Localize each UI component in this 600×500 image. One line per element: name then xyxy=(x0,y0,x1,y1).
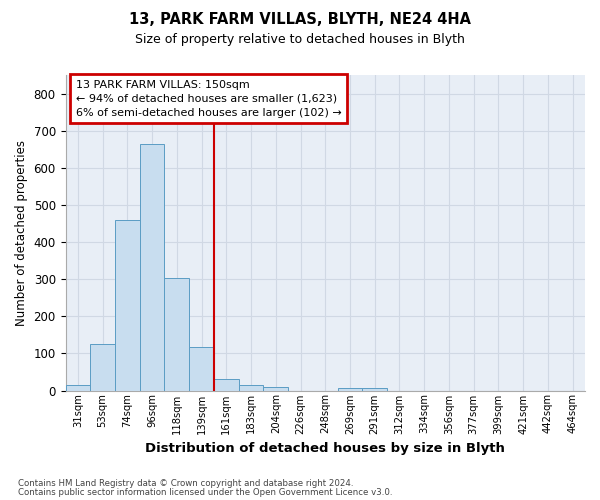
Bar xyxy=(115,220,140,390)
Text: 13, PARK FARM VILLAS, BLYTH, NE24 4HA: 13, PARK FARM VILLAS, BLYTH, NE24 4HA xyxy=(129,12,471,28)
Bar xyxy=(90,344,115,391)
Bar xyxy=(263,387,288,390)
Text: Contains HM Land Registry data © Crown copyright and database right 2024.: Contains HM Land Registry data © Crown c… xyxy=(18,479,353,488)
Bar xyxy=(189,348,214,391)
Bar xyxy=(362,388,387,390)
Text: Size of property relative to detached houses in Blyth: Size of property relative to detached ho… xyxy=(135,32,465,46)
Y-axis label: Number of detached properties: Number of detached properties xyxy=(15,140,28,326)
Bar xyxy=(65,384,90,390)
X-axis label: Distribution of detached houses by size in Blyth: Distribution of detached houses by size … xyxy=(145,442,505,455)
Bar xyxy=(140,144,164,390)
Text: Contains public sector information licensed under the Open Government Licence v3: Contains public sector information licen… xyxy=(18,488,392,497)
Bar xyxy=(338,388,362,390)
Bar xyxy=(214,378,239,390)
Bar xyxy=(239,386,263,390)
Bar xyxy=(164,278,189,390)
Text: 13 PARK FARM VILLAS: 150sqm
← 94% of detached houses are smaller (1,623)
6% of s: 13 PARK FARM VILLAS: 150sqm ← 94% of det… xyxy=(76,80,341,118)
